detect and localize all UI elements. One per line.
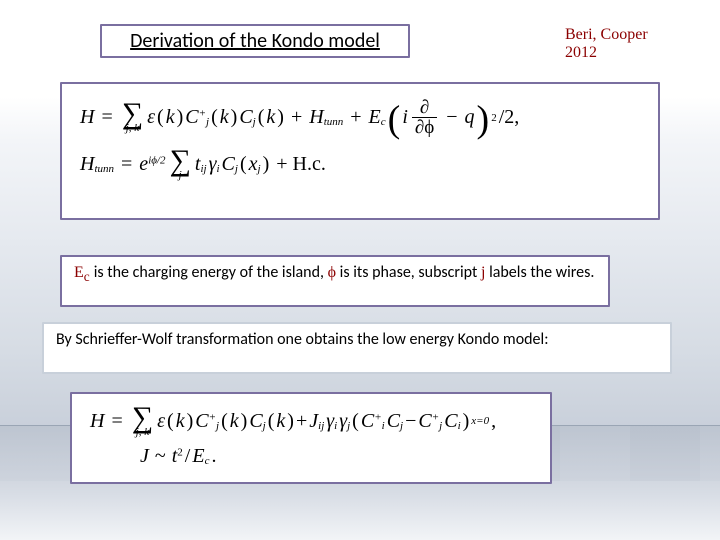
eq-H-lhs: H — [80, 106, 94, 129]
eq2-ACdag: C+i — [361, 410, 385, 433]
eq2-Cdag: C+j — [195, 410, 219, 433]
eq-arg-k2: k — [220, 106, 229, 129]
eq-equals: = — [96, 106, 117, 129]
eq2-dot: . — [211, 445, 216, 468]
eq2-po: ( — [352, 410, 359, 433]
eq2-pc: ) — [463, 410, 470, 433]
eq-minus-q: − — [441, 106, 462, 129]
hamiltonian-equations-box: H = ∑ j, k ε (k) C+j (k) Cj (k) + Htunn … — [60, 82, 660, 220]
eq-plus1: + — [286, 106, 307, 129]
schrieffer-text: By Schrieffer-Wolf transformation one ob… — [56, 330, 548, 349]
eq-bigparen-open: ( — [388, 108, 401, 131]
eq2-slash: / — [185, 445, 191, 468]
eq-close-paren4: ) — [263, 153, 270, 176]
eq-i: i — [402, 106, 408, 129]
eq2-tail: , — [491, 410, 496, 433]
sum-jk-limits: j, k — [126, 124, 139, 133]
desc-part2: is its phase, subscript — [340, 263, 481, 282]
eq-Htunn-line: Htunn = eiϕ/2 ∑ j tij γi Cj ( xj ) + H.c… — [80, 149, 640, 180]
eq-open-paren4: ( — [240, 153, 247, 176]
title-text: Derivation of the Kondo model — [130, 29, 380, 53]
citation-line2: 2012 — [565, 44, 648, 62]
description-box: Ec is the charging energy of the island,… — [60, 255, 610, 307]
eq-close-paren: ) — [177, 106, 184, 129]
eq-close-paren3: ) — [277, 106, 284, 129]
sum-jk-2: ∑ j, k — [132, 406, 153, 437]
citation: Beri, Cooper 2012 — [565, 26, 648, 63]
eq2-p3: ( — [268, 410, 275, 433]
eq-Htunn-lhs: Htunn — [80, 153, 114, 176]
title-box: Derivation of the Kondo model — [100, 24, 410, 58]
eq2-C: Cj — [249, 410, 265, 433]
eq-plus2: + — [345, 106, 366, 129]
eq-eps: ε — [147, 106, 155, 129]
eq-hc: + H.c. — [271, 153, 326, 176]
eq-C: Cj — [239, 106, 255, 129]
eq-over2: /2, — [499, 106, 520, 129]
sum-j-limits: j — [179, 171, 182, 180]
eq2-tilde: ~ — [151, 445, 170, 468]
eq2-J: J — [140, 445, 149, 468]
eq2-Ec: Ec — [192, 445, 209, 468]
eq2-k2: k — [230, 410, 239, 433]
citation-line1: Beri, Cooper — [565, 26, 648, 44]
eq2-lhs: H — [90, 410, 104, 433]
eq2-equals: = — [106, 410, 127, 433]
eq-tij: tij — [195, 153, 207, 176]
eq-open-paren: ( — [157, 106, 164, 129]
eq2-BC: Ci — [444, 410, 460, 433]
schrieffer-box: By Schrieffer-Wolf transformation one ob… — [42, 322, 672, 374]
eq2-plus: + — [296, 410, 307, 433]
eq-Ec: Ec — [369, 106, 386, 129]
eq-partial-frac: ∂ ∂ϕ — [412, 98, 437, 137]
eq-open-paren2: ( — [211, 106, 218, 129]
eq-bigparen-close: ) — [477, 108, 490, 131]
desc-part1: is the charging energy of the island, — [94, 263, 328, 282]
eq-Cj: Cj — [222, 153, 238, 176]
eq-arg-k1: k — [166, 106, 175, 129]
eq-Htunn: Htunn — [309, 106, 343, 129]
eq-Cdag: C+j — [185, 106, 209, 129]
eq2-gi: γi — [326, 410, 337, 433]
eq-partial-bot: ∂ϕ — [412, 117, 437, 137]
eq-xj: xj — [249, 153, 261, 176]
eq2-p1c: ) — [187, 410, 194, 433]
eq2-J-line: J ~ t2 / Ec . — [90, 445, 532, 468]
eq2-Jij: Jij — [309, 410, 324, 433]
eq-q: q — [465, 106, 475, 129]
sum-jk: ∑ j, k — [122, 102, 143, 133]
eq-arg-k3: k — [266, 106, 275, 129]
eq-open-paren3: ( — [258, 106, 265, 129]
eq2-minus: − — [405, 410, 416, 433]
eq2-k1: k — [176, 410, 185, 433]
desc-Ec: Ec — [74, 264, 94, 281]
sum-jk-2-limits: j, k — [136, 428, 149, 437]
eq-H-line: H = ∑ j, k ε (k) C+j (k) Cj (k) + Htunn … — [80, 98, 640, 137]
desc-j: j — [481, 264, 485, 281]
eq2-p3c: ) — [287, 410, 294, 433]
eq2-H-line: H = ∑ j, k ε (k) C+j (k) Cj (k) + Jij γi… — [90, 406, 532, 437]
eq2-p2c: ) — [241, 410, 248, 433]
eq-exp: eiϕ/2 — [139, 153, 165, 176]
sum-j: ∑ j — [170, 149, 191, 180]
eq2-gj: γj — [339, 410, 350, 433]
eq2-t2: t2 — [172, 445, 183, 468]
eq-gamma-i: γi — [209, 153, 220, 176]
eq2-eps: ε — [157, 410, 165, 433]
eq2-p2: ( — [221, 410, 228, 433]
eq-equals2: = — [116, 153, 137, 176]
kondo-equation-box: H = ∑ j, k ε (k) C+j (k) Cj (k) + Jij γi… — [70, 392, 552, 484]
eq2-p1: ( — [167, 410, 174, 433]
eq2-BCdag: C+j — [418, 410, 442, 433]
desc-phi: ϕ — [328, 264, 336, 281]
eq-close-paren2: ) — [231, 106, 238, 129]
eq2-k3: k — [276, 410, 285, 433]
eq2-AC: Cj — [387, 410, 403, 433]
desc-part3: labels the wires. — [489, 263, 594, 282]
eq-partial-top: ∂ — [417, 98, 432, 117]
